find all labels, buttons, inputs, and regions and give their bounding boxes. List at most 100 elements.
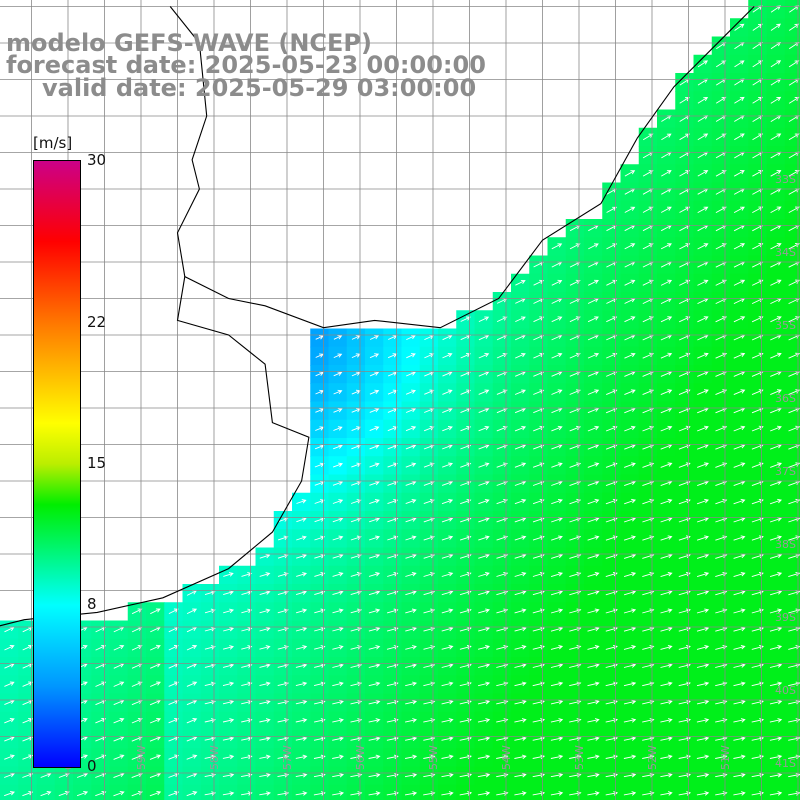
wind-speed-cell <box>438 784 457 800</box>
wind-arrow <box>459 590 472 596</box>
wind-speed-cell <box>182 784 202 800</box>
wind-arrow <box>441 699 454 705</box>
wind-arrow <box>769 681 783 687</box>
wind-arrow <box>460 353 471 359</box>
wind-arrow <box>496 571 509 577</box>
lat-label: 41S <box>775 757 796 770</box>
wind-arrow <box>332 608 344 614</box>
wind-arrow <box>405 663 417 668</box>
wind-arrow <box>788 170 800 177</box>
wind-arrow <box>752 170 764 177</box>
wind-arrow <box>22 791 34 797</box>
wind-arrow <box>733 170 745 177</box>
wind-arrow <box>752 96 763 104</box>
colorbar-tick-label: 30 <box>87 151 107 169</box>
wind-speed-cell <box>784 0 800 19</box>
wind-arrow <box>259 663 271 668</box>
wind-arrow <box>733 681 746 687</box>
wind-arrow <box>314 645 326 650</box>
wind-arrow <box>405 590 417 596</box>
wind-arrow <box>660 498 673 505</box>
wind-arrow <box>460 316 471 322</box>
wind-arrow <box>296 572 308 577</box>
wind-arrow <box>186 681 198 687</box>
wind-arrow <box>333 426 343 431</box>
wind-arrow <box>696 736 710 741</box>
wind-arrow <box>587 736 600 741</box>
wind-arrow <box>368 572 381 577</box>
wind-arrow <box>679 243 691 250</box>
wind-arrow <box>168 772 180 778</box>
lat-label: 40S <box>775 684 796 697</box>
wind-arrow <box>423 572 436 577</box>
wind-arrow <box>259 645 271 650</box>
wind-speed-cell <box>529 784 549 800</box>
wind-arrow <box>696 590 710 596</box>
wind-arrow <box>642 352 654 359</box>
wind-arrow <box>733 772 746 778</box>
wind-arrow <box>697 60 708 68</box>
wind-arrow <box>241 736 253 741</box>
wind-arrow <box>642 279 654 286</box>
wind-speed-cell <box>620 784 640 800</box>
wind-arrow <box>277 754 290 760</box>
wind-arrow <box>569 279 581 286</box>
wind-arrow <box>404 772 418 778</box>
lat-label: 38S <box>775 538 796 551</box>
wind-arrow <box>295 663 308 668</box>
wind-arrow <box>186 772 198 778</box>
wind-arrow <box>715 206 727 213</box>
wind-arrow <box>149 717 162 724</box>
wind-arrow <box>478 462 490 468</box>
wind-arrow <box>532 498 545 505</box>
wind-arrow <box>623 699 637 705</box>
wind-arrow <box>478 389 490 395</box>
colorbar-tick-label: 22 <box>87 312 107 331</box>
wind-arrow <box>387 590 399 596</box>
wind-arrow <box>515 279 526 286</box>
wind-arrow <box>332 590 344 596</box>
wind-arrow <box>678 352 691 359</box>
wind-arrow <box>259 626 271 632</box>
wind-arrow <box>478 517 490 523</box>
wind-arrow <box>4 791 15 797</box>
wind-arrow <box>715 425 728 432</box>
wind-arrow <box>532 590 545 596</box>
wind-arrow <box>295 645 308 650</box>
wind-arrow <box>405 480 417 486</box>
wind-arrow <box>769 608 783 614</box>
wind-arrow <box>423 517 435 523</box>
wind-arrow <box>660 279 673 286</box>
wind-arrow <box>715 462 728 468</box>
wind-arrow <box>624 279 636 286</box>
wind-arrow <box>386 626 399 632</box>
wind-arrow <box>295 699 308 705</box>
wind-arrow <box>405 553 417 559</box>
wind-arrow <box>222 699 235 705</box>
wind-arrow <box>514 754 527 760</box>
wind-arrow <box>734 60 745 68</box>
lon-label: 58W <box>208 745 221 770</box>
wind-arrow <box>623 663 637 668</box>
wind-arrow <box>715 96 727 104</box>
wind-arrow <box>131 790 143 797</box>
wind-arrow <box>204 626 216 632</box>
wind-arrow <box>514 644 527 650</box>
wind-arrow <box>441 663 454 668</box>
wind-arrow <box>168 791 180 797</box>
wind-arrow <box>770 206 782 213</box>
wind-arrow <box>204 645 216 650</box>
wind-arrow <box>168 718 179 724</box>
wind-arrow <box>605 535 618 541</box>
wind-arrow <box>423 426 435 432</box>
colorbar-tick-label: 0 <box>87 757 97 775</box>
wind-arrow <box>587 590 600 596</box>
wind-arrow <box>660 644 673 650</box>
wind-arrow <box>313 754 326 760</box>
wind-arrow <box>587 498 600 505</box>
wind-arrow <box>514 571 527 577</box>
wind-arrow <box>168 754 180 760</box>
wind-speed-cell <box>784 36 800 56</box>
lat-label: 36S <box>775 392 796 405</box>
